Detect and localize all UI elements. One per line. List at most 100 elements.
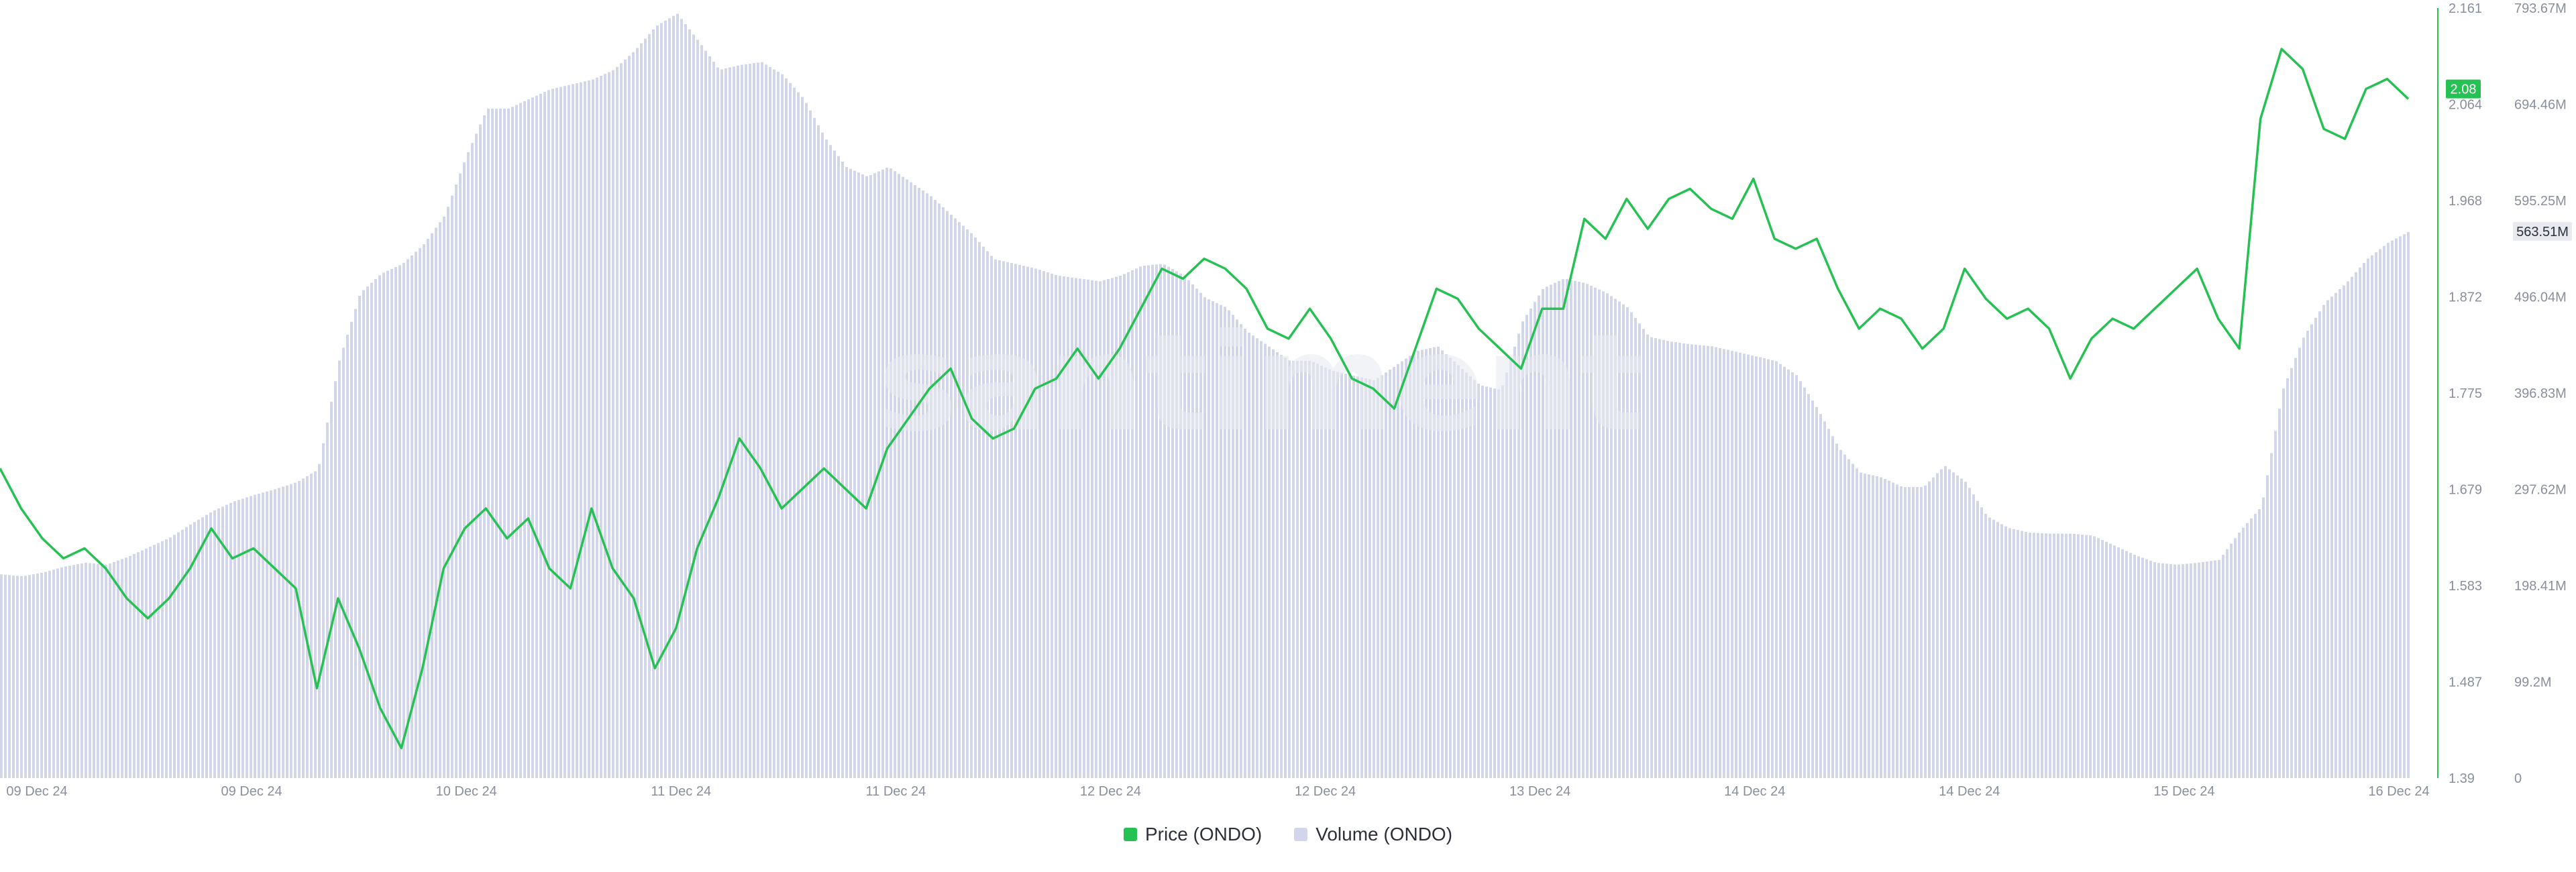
volume-bar	[2125, 551, 2128, 778]
volume-bar	[745, 64, 747, 779]
volume-bar	[1163, 264, 1166, 779]
legend-item-price[interactable]: Price (ONDO)	[1123, 824, 1263, 845]
volume-bar	[197, 519, 200, 778]
volume-bar	[165, 539, 168, 778]
volume-bar	[1606, 293, 1609, 778]
volume-bar	[1868, 474, 1870, 778]
volume-bar	[1783, 366, 1786, 778]
volume-bar	[2033, 533, 2035, 778]
volume-bar	[1147, 265, 1150, 779]
volume-bar	[1554, 282, 1556, 778]
volume-bar	[700, 45, 703, 778]
volume-bar	[1063, 276, 1065, 778]
volume-bar	[1860, 472, 1862, 778]
volume-bar	[640, 43, 643, 779]
volume-bar	[1598, 289, 1601, 778]
volume-bar	[1558, 280, 1560, 779]
volume-bar	[1179, 273, 1182, 778]
volume-bar	[2334, 292, 2337, 778]
volume-bar	[85, 562, 87, 778]
volume-bar	[2202, 561, 2204, 778]
volume-bar	[716, 67, 719, 778]
volume-bar	[970, 233, 973, 778]
volume-bar	[2198, 562, 2200, 778]
volume-bar	[1835, 443, 1838, 778]
volume-bar	[692, 34, 695, 778]
volume-bar	[1534, 302, 1536, 778]
volume-bar	[821, 132, 824, 778]
volume-bar	[2004, 526, 2007, 778]
volume-bar	[1300, 361, 1303, 778]
volume-bar	[459, 173, 462, 778]
volume-bar	[1071, 277, 1073, 778]
volume-bar	[1513, 346, 1516, 778]
x-axis: 09 Dec 24 09 Dec 24 10 Dec 24 11 Dec 24 11 D…	[6, 784, 2429, 799]
volume-bar	[1356, 376, 1359, 778]
volume-bar	[495, 108, 498, 779]
volume-bar	[1682, 343, 1685, 779]
volume-bar	[334, 381, 337, 778]
volume-bar	[1735, 351, 1737, 778]
price-tick-label: 1.968	[2449, 194, 2482, 209]
volume-bar	[568, 85, 570, 779]
volume-bar	[539, 93, 542, 778]
volume-bar	[765, 64, 767, 779]
legend: Price (ONDO) Volume (ONDO)	[0, 824, 2576, 845]
legend-label-price: Price (ONDO)	[1144, 824, 1263, 844]
volume-bar	[310, 474, 313, 778]
volume-bar	[813, 117, 816, 779]
volume-bar	[411, 255, 413, 779]
volume-bar	[2081, 534, 2084, 778]
volume-bar	[398, 265, 401, 778]
volume-bar	[1316, 364, 1319, 778]
price-tick-label: 2.064	[2449, 98, 2482, 113]
volume-bar	[1916, 487, 1919, 778]
volume-bar	[757, 62, 759, 778]
volume-bar	[1976, 500, 1979, 778]
legend-item-volume[interactable]: Volume (ONDO)	[1294, 824, 1452, 845]
volume-bar	[1248, 333, 1250, 778]
volume-bar	[1650, 337, 1653, 778]
volume-bar	[515, 105, 518, 778]
volume-bar	[20, 576, 23, 778]
volume-bar	[1775, 361, 1778, 778]
volume-bar	[1461, 368, 1464, 778]
volume-bar	[966, 229, 969, 779]
volume-bar	[704, 50, 707, 778]
volume-bar	[1228, 310, 1230, 778]
volume-bar	[185, 527, 188, 778]
volume-tick-label: 496.04M	[2514, 290, 2567, 305]
volume-bar	[2234, 538, 2237, 778]
volume-bar	[97, 563, 99, 778]
volume-bar	[499, 108, 502, 779]
volume-bar	[942, 207, 945, 779]
volume-bar	[1360, 377, 1363, 778]
volume-bar	[1167, 266, 1170, 778]
volume-bar	[342, 347, 345, 778]
volume-bar	[52, 569, 55, 778]
volume-bar	[1566, 278, 1568, 778]
volume-bar	[1630, 312, 1633, 778]
volume-current-badge: 563.51M	[2513, 221, 2572, 241]
volume-bar	[1405, 358, 1407, 778]
volume-bar	[64, 566, 67, 778]
volume-bar	[648, 34, 651, 778]
volume-bar	[1364, 378, 1367, 778]
price-tick-label: 1.775	[2449, 386, 2482, 401]
volume-bar	[213, 510, 216, 778]
volume-bar	[125, 557, 127, 778]
volume-bar	[729, 67, 731, 778]
volume-bar	[1638, 323, 1641, 778]
volume-bar	[1385, 372, 1387, 778]
volume-bar	[1340, 372, 1343, 778]
volume-bar	[733, 66, 735, 778]
volume-bar	[2186, 563, 2188, 778]
volume-bar	[696, 40, 699, 778]
volume-bar	[229, 502, 232, 778]
volume-tick-label: 0	[2514, 771, 2522, 786]
volume-bar	[350, 321, 353, 778]
volume-bar	[801, 97, 804, 778]
volume-bar	[1312, 362, 1315, 778]
volume-bar	[415, 252, 417, 778]
volume-bar	[2270, 453, 2273, 778]
